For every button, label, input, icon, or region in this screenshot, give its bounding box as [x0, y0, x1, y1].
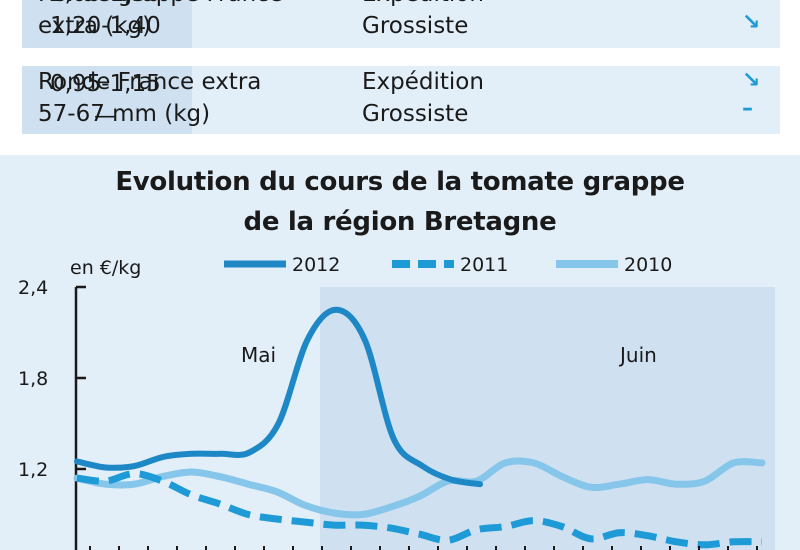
price-cell: 0,95-1,15 —	[22, 66, 192, 134]
product-cell: Ronde grappe France extra (kg)	[38, 0, 338, 42]
product-line-1: Ronde France extra	[38, 69, 262, 95]
stage-cell: Expédition Grossiste	[362, 0, 552, 42]
chart-title-line-2: de la région Bretagne	[243, 207, 557, 237]
legend-label-2012: 2012	[292, 254, 340, 276]
trend-down-icon: ↘	[742, 68, 761, 93]
y-tick-label: 1,2	[18, 459, 48, 481]
product-line-2: extra (kg)	[38, 13, 152, 39]
trend-flat-icon: –	[742, 96, 753, 121]
price-line-2: —	[94, 103, 117, 129]
y-tick-label: 1,8	[18, 368, 48, 390]
legend-label-2011: 2011	[460, 254, 508, 276]
product-line-1: Ronde grappe France	[38, 0, 338, 10]
y-tick-label: 2,4	[18, 277, 48, 299]
trend-down-icon: ↘	[742, 0, 760, 3]
price-line-1: 1,00-1,30	[50, 0, 161, 10]
product-cell: Ronde France extra 57-67 mm (kg)	[38, 66, 338, 130]
chart-title-line-1: Evolution du cours de la tomate grappe	[115, 167, 685, 197]
stage-cell: Expédition Grossiste	[362, 66, 552, 130]
stage-line-1: Expédition	[362, 69, 484, 95]
stage-line-1: Expédition	[362, 0, 552, 10]
price-cell: 1,00-1,30 1,20-1,40	[22, 0, 192, 48]
stage-line-2: Grossiste	[362, 101, 469, 127]
product-line-2: 57-67 mm (kg)	[38, 101, 211, 127]
annotation-juin: Juin	[618, 343, 657, 367]
y-axis-unit-label: en €/kg	[70, 257, 141, 279]
price-line-1: 0,95-1,15	[50, 71, 161, 97]
table-row: Ronde France extra 57-67 mm (kg) Expédit…	[22, 66, 780, 134]
price-line-2: 1,20-1,40	[50, 13, 161, 39]
annotation-mai: Mai	[241, 343, 276, 367]
table-row: Ronde grappe France extra (kg) Expéditio…	[22, 0, 780, 48]
series-line-2010	[73, 457, 766, 519]
legend-label-2010: 2010	[624, 254, 672, 276]
stage-line-2: Grossiste	[362, 13, 469, 39]
trend-down-icon: ↘	[742, 10, 761, 35]
series-line-2011	[76, 470, 763, 549]
series-line-2012	[74, 306, 483, 488]
